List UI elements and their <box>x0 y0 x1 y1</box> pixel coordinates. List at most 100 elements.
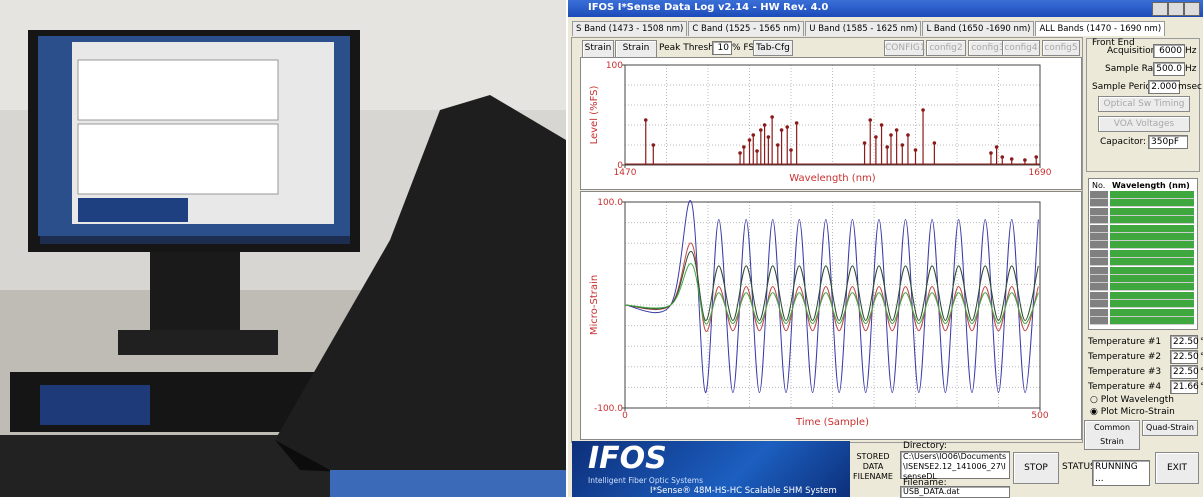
table-row <box>1090 283 1108 291</box>
table-row <box>1090 309 1108 317</box>
acquisition-label: Acquisition <box>1107 46 1156 56</box>
x-tick-label: 1470 <box>614 168 637 178</box>
wavelength-cell <box>1110 216 1194 224</box>
config-button[interactable]: config2 <box>926 40 966 56</box>
tab[interactable]: U Band (1585 - 1625 nm) <box>805 21 921 36</box>
tab[interactable]: L Band (1650 -1690 nm) <box>922 21 1034 36</box>
temperature-label: Temperature #4 <box>1088 382 1161 392</box>
table-row <box>1090 275 1108 283</box>
peak-dot <box>644 118 648 122</box>
voa-button[interactable]: VOA Voltages <box>1098 116 1190 132</box>
table-row <box>1090 258 1108 266</box>
table-row <box>1090 191 1108 199</box>
minimize[interactable] <box>1152 2 1168 16</box>
directory-field[interactable]: C:\Users\IO06\Documents\ISENSE2.12_14100… <box>900 451 1010 479</box>
threshold-field[interactable]: 10 <box>712 41 732 55</box>
acquisition-field[interactable]: 6000 <box>1153 44 1185 58</box>
tab[interactable]: S Band (1473 - 1508 nm) <box>572 21 687 36</box>
threshold-unit: % FS <box>732 43 754 53</box>
sample-rate-unit: Hz <box>1185 64 1197 74</box>
config-button[interactable]: config5 <box>1042 40 1080 56</box>
temperature-field: 22.50 <box>1170 335 1198 349</box>
strain-line <box>625 201 1038 393</box>
peak-dot <box>906 133 910 137</box>
peak-dot <box>889 133 893 137</box>
table-row <box>1090 241 1108 249</box>
table-row <box>1090 225 1108 233</box>
peak-dot <box>868 118 872 122</box>
logo: IFOS <box>588 441 667 476</box>
exit-button[interactable]: EXIT <box>1155 452 1199 484</box>
product: I*Sense® 48M-HS-HC Scalable SHM System <box>650 486 837 496</box>
mat <box>330 470 566 497</box>
window-title: IFOS I*Sense Data Log v2.14 - HW Rev. 4.… <box>588 2 828 13</box>
radio-strain[interactable]: ◉ Plot Micro-Strain <box>1090 407 1175 417</box>
peak-dot <box>933 141 937 145</box>
sample-rate-field: 500.0 <box>1153 62 1185 76</box>
quad-strain-button[interactable]: Quad-Strain <box>1142 420 1198 436</box>
tab[interactable]: C Band (1525 - 1565 nm) <box>688 21 804 36</box>
wavelength-cell <box>1110 275 1194 283</box>
temperature-label: Temperature #3 <box>1088 367 1161 377</box>
wavelength-cell <box>1110 250 1194 258</box>
monitor-base <box>118 330 278 355</box>
peak-dot <box>755 149 759 153</box>
peak-dot <box>795 121 799 125</box>
stop-button[interactable]: STOP <box>1013 452 1059 484</box>
close[interactable] <box>1184 2 1200 16</box>
maximize[interactable] <box>1168 2 1184 16</box>
peak-dot <box>651 143 655 147</box>
table-header: No. <box>1092 181 1105 190</box>
wavelength-cell <box>1110 199 1194 207</box>
radio-wavelength[interactable]: ○ Plot Wavelength <box>1090 395 1174 405</box>
x-tick-label: 1690 <box>1029 168 1052 178</box>
peak-dot <box>900 143 904 147</box>
peak-dot <box>751 133 755 137</box>
peak-dot <box>780 128 784 132</box>
wavelength-cell <box>1110 225 1194 233</box>
wavelength-cell <box>1110 191 1194 199</box>
acquisition-unit: Hz <box>1185 46 1197 56</box>
wavelength-cell <box>1110 208 1194 216</box>
capacitor-select[interactable]: 350pF <box>1148 135 1188 149</box>
peak-dot <box>738 151 742 155</box>
peak-dot <box>776 143 780 147</box>
peak-dot <box>863 141 867 145</box>
peak-dot <box>885 145 889 149</box>
tab-bar: S Band (1473 - 1508 nm)C Band (1525 - 15… <box>572 21 1166 36</box>
tab-cfg-button[interactable]: Tab-Cfg <box>753 40 793 56</box>
screen-plot <box>78 124 278 194</box>
page: IFOS I*Sense Data Log v2.14 - HW Rev. 4.… <box>0 0 1203 497</box>
peak-dot <box>748 138 752 142</box>
peak-dot <box>895 128 899 132</box>
peak-dot <box>1023 158 1027 162</box>
peak-dot <box>785 125 789 129</box>
taskbar <box>40 236 350 244</box>
config-button[interactable]: CONFIG1 <box>884 40 924 56</box>
peak-dot <box>914 148 918 152</box>
x-axis-label: Wavelength (nm) <box>789 173 875 184</box>
table-row <box>1090 292 1108 300</box>
peak-dot <box>1010 157 1014 161</box>
monitor-stand <box>150 252 240 332</box>
wavelength-cell <box>1110 233 1194 241</box>
config-button[interactable]: config4 <box>1002 40 1040 56</box>
peak-dot <box>874 135 878 139</box>
photo <box>0 0 566 497</box>
tab-active[interactable]: ALL Bands (1470 - 1690 nm) <box>1035 21 1165 36</box>
filename-field[interactable]: USB_DATA.dat <box>900 486 1010 498</box>
directory-label: Directory: <box>903 441 947 451</box>
wavelength-cell <box>1110 258 1194 266</box>
temperature-label: Temperature #2 <box>1088 352 1161 362</box>
peak-dot <box>759 128 763 132</box>
x-axis-label: Time (Sample) <box>795 417 869 428</box>
temperature-field: 22.50 <box>1170 350 1198 364</box>
server-logo <box>40 385 150 425</box>
peak-dot <box>742 145 746 149</box>
y-tick-label: -100.0 <box>594 404 623 414</box>
common-strain-button[interactable]: Common Strain <box>1084 420 1140 450</box>
peak-dot <box>767 135 771 139</box>
peak-dot <box>770 115 774 119</box>
capacitor-label: Capacitor: <box>1100 137 1146 147</box>
optical-sw-button[interactable]: Optical Sw Timing <box>1098 96 1190 112</box>
